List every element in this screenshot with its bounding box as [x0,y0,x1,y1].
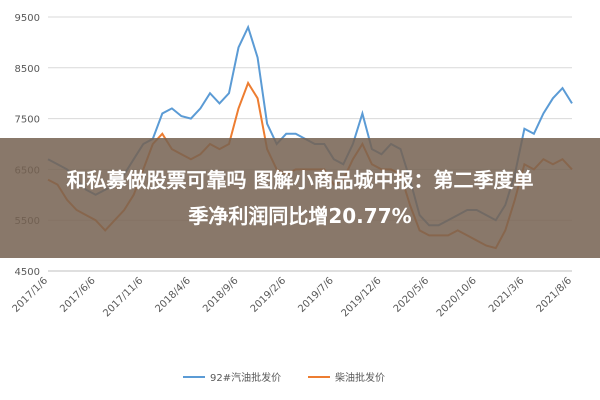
x-tick-label: 2019/12/6 [340,275,384,319]
y-tick-label: 7500 [15,115,40,126]
x-tick-label: 2021/3/6 [487,275,527,315]
x-tick-label: 2021/8/6 [535,275,575,315]
x-tick-label: 2018/4/6 [153,275,193,315]
x-tick-label: 2020/5/6 [392,275,432,315]
x-tick-label: 2018/9/6 [201,275,241,315]
legend-label: 柴油批发价 [335,371,385,384]
x-tick-label: 2017/1/6 [11,275,51,315]
banner: 和私募做股票可靠吗 图解小商品城中报：第二季度单 季净利润同比增20.77% [0,138,600,258]
banner-line: 和私募做股票可靠吗 图解小商品城中报：第二季度单 [66,168,534,192]
y-tick-label: 4500 [15,267,40,278]
x-tick-label: 2019/7/6 [296,275,336,315]
y-tick-label: 8500 [15,64,40,75]
x-tick-label: 2017/11/6 [101,275,145,319]
x-tick-label: 2020/10/6 [435,275,479,319]
legend-label: 92#汽油批发价 [210,371,281,384]
x-tick-label: 2019/2/6 [249,275,289,315]
y-tick-label: 9500 [15,13,40,24]
x-tick-label: 2017/6/6 [58,275,98,315]
banner-line: 季净利润同比增20.77% [188,204,412,228]
